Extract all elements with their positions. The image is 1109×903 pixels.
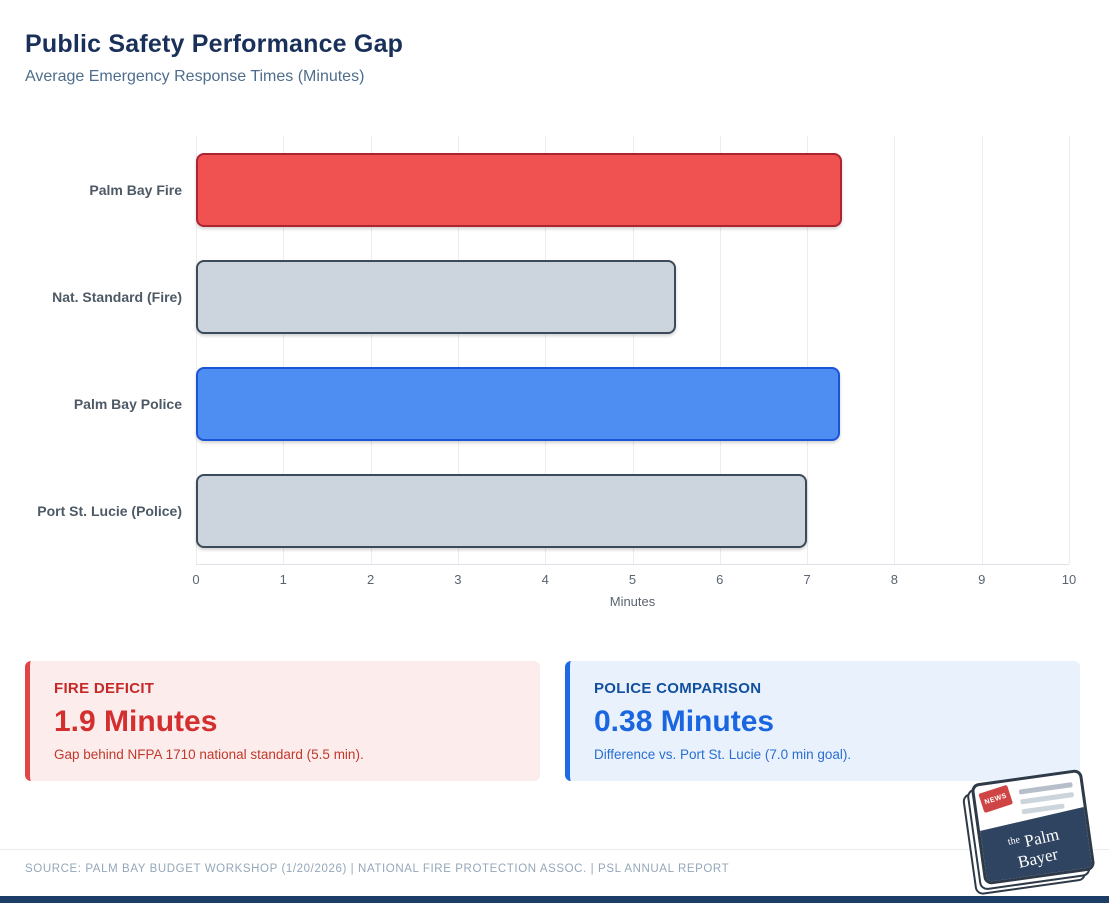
fire-deficit-description: Gap behind NFPA 1710 national standard (… [54, 747, 364, 762]
x-axis: 0 1 2 3 4 5 6 7 8 9 10 Minutes [25, 565, 1076, 609]
category-label: Nat. Standard (Fire) [52, 288, 182, 305]
x-tick: 6 [716, 572, 724, 587]
x-tick: 9 [978, 572, 986, 587]
gridline [632, 136, 634, 564]
gridline [807, 136, 809, 564]
gridline [545, 136, 547, 564]
bar-chart: Palm Bay Fire Nat. Standard (Fire) Palm Ba… [25, 136, 1070, 565]
bar-port-st-lucie-police [196, 473, 808, 548]
gridline [457, 136, 459, 564]
news-sticker-icon: NEWS [978, 784, 1014, 814]
category-labels: Palm Bay Fire Nat. Standard (Fire) Palm Ba… [25, 136, 196, 565]
fire-deficit-value: 1.9 Minutes [54, 705, 218, 738]
category-label: Palm Bay Police [73, 395, 182, 412]
x-tick: 3 [454, 572, 462, 587]
gridline [196, 136, 197, 564]
footer: SOURCE: PALM BAY BUDGET WORKSHOP (1/20/2… [0, 849, 1109, 896]
x-tick: 10 [1061, 572, 1077, 587]
police-comparison-label: POLICE COMPARISON [594, 680, 762, 697]
bar-row [196, 136, 1069, 243]
source-attribution: SOURCE: PALM BAY BUDGET WORKSHOP (1/20/2… [25, 863, 730, 875]
x-tick: 5 [628, 572, 637, 587]
gridline [370, 136, 372, 564]
fire-deficit-label: FIRE DEFICIT [54, 680, 155, 697]
header: Public Safety Performance Gap Average Em… [0, 0, 1109, 86]
gridline [1069, 136, 1070, 564]
x-tick: 4 [541, 572, 549, 587]
bar-row [196, 350, 1069, 457]
x-axis-ticks: 0 1 2 3 4 5 6 7 8 9 10 [192, 565, 1076, 587]
fire-deficit-card: FIRE DEFICIT 1.9 Minutes Gap behind NFPA… [25, 661, 540, 781]
category-label: Palm Bay Fire [89, 181, 182, 198]
x-tick: 2 [366, 572, 375, 587]
gridline [894, 136, 896, 564]
category-label: Port St. Lucie (Police) [37, 502, 182, 519]
x-tick: 7 [803, 572, 811, 587]
x-tick: 8 [890, 572, 899, 587]
page-title: Public Safety Performance Gap [25, 30, 404, 58]
bar-rows [196, 136, 1069, 564]
gridline [981, 136, 983, 564]
bar-nat-standard-fire [196, 259, 677, 334]
gridline [283, 136, 285, 564]
x-tick: 0 [192, 572, 200, 587]
bar-palm-bay-police [196, 366, 841, 441]
callout-cards: FIRE DEFICIT 1.9 Minutes Gap behind NFPA… [25, 661, 1080, 781]
bar-palm-bay-fire [196, 152, 843, 227]
plot-area [196, 136, 1070, 565]
gridlines [196, 136, 1070, 564]
police-comparison-card: POLICE COMPARISON 0.38 Minutes Differenc… [565, 661, 1080, 781]
gridline [719, 136, 721, 564]
bar-row [196, 243, 1069, 350]
bottom-accent-strip [0, 896, 1109, 903]
x-tick: 1 [279, 572, 287, 587]
bar-row [196, 457, 1069, 564]
x-axis-label: Minutes [609, 594, 656, 609]
police-comparison-value: 0.38 Minutes [594, 705, 775, 738]
palm-bayer-logo: NEWS the Palm Bayer [970, 768, 1096, 886]
page-subtitle: Average Emergency Response Times (Minute… [25, 68, 365, 85]
police-comparison-description: Difference vs. Port St. Lucie (7.0 min g… [594, 747, 852, 762]
logo-prefix: the [1006, 833, 1021, 848]
news-sticker-text: NEWS [983, 792, 1008, 806]
